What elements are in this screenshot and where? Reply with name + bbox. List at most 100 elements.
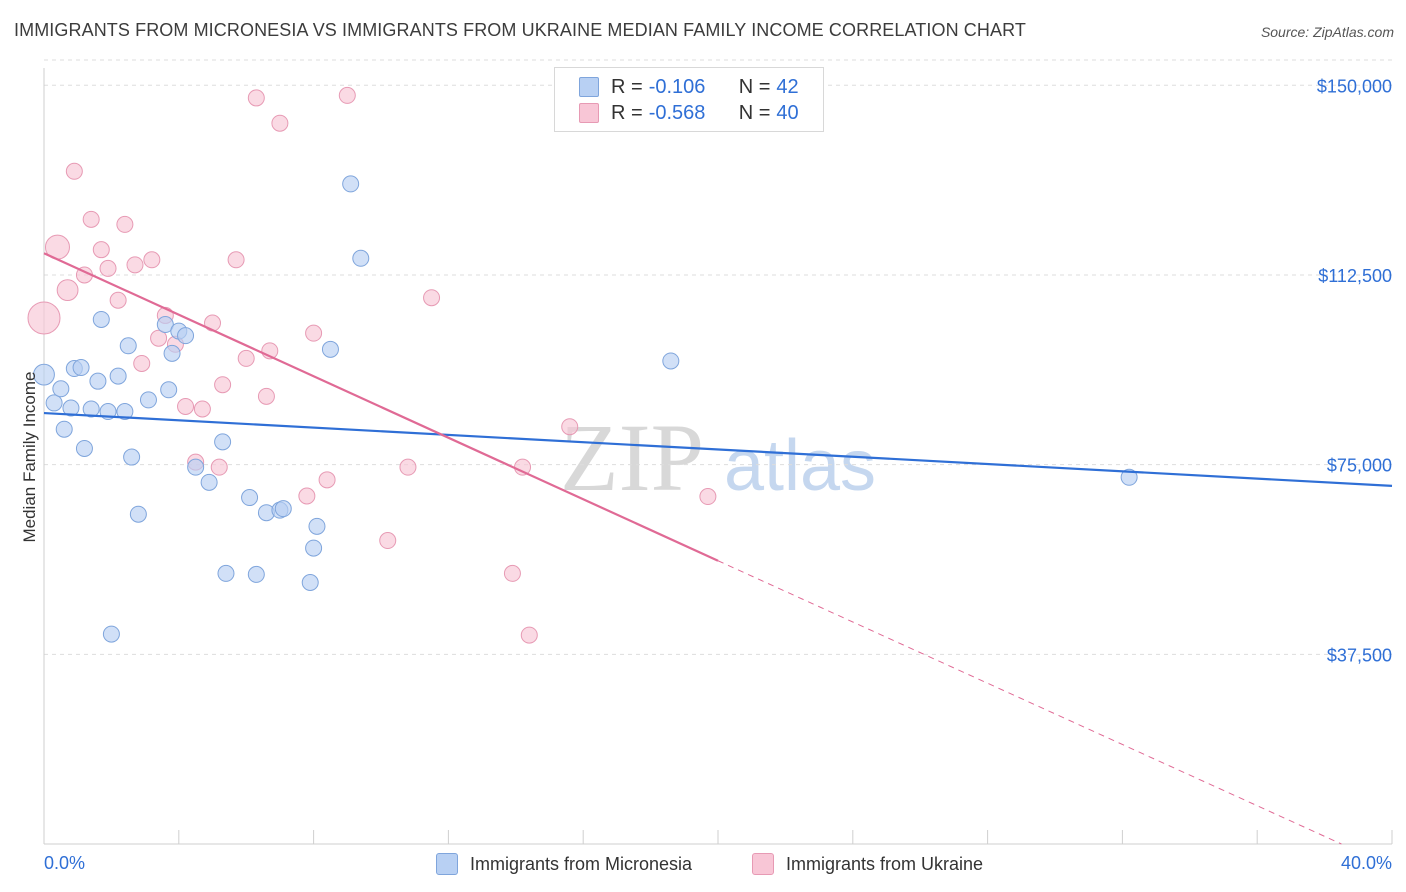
- micronesia-point: [301, 573, 319, 591]
- micronesia-point: [123, 448, 141, 466]
- ukraine-point: [56, 279, 79, 302]
- ukraine-point: [227, 251, 245, 269]
- micronesia-point: [62, 399, 80, 417]
- micronesia-point: [119, 337, 137, 355]
- micronesia-points: [33, 175, 1138, 643]
- micronesia-point: [274, 500, 292, 518]
- micronesia-point: [116, 403, 134, 421]
- micronesia-point: [92, 310, 110, 328]
- ukraine-legend-swatch: [752, 853, 774, 875]
- micronesia-point: [352, 249, 370, 267]
- legend-n-value-ukraine: 40: [776, 101, 799, 124]
- ukraine-point: [126, 256, 144, 274]
- y-tick-label: $37,500: [1327, 645, 1392, 665]
- watermark-atlas: atlas: [724, 426, 876, 506]
- legend-r-value-ukraine: -0.568: [648, 101, 706, 124]
- ukraine-point: [193, 400, 211, 418]
- ukraine-point: [177, 397, 195, 415]
- ukraine-point: [116, 215, 134, 233]
- ukraine-point: [210, 458, 228, 476]
- correlation-legend: R = -0.106 N = 42 R = -0.568 N = 40: [554, 67, 824, 132]
- ukraine-point: [561, 418, 579, 436]
- micronesia-point: [247, 565, 265, 583]
- micronesia-trend-line: [43, 411, 1393, 487]
- ukraine-point: [271, 114, 289, 132]
- micronesia-point: [160, 381, 178, 399]
- legend-n-value-micronesia: 42: [776, 75, 799, 98]
- micronesia-point: [89, 372, 107, 390]
- micronesia-point: [45, 394, 63, 412]
- micronesia-point: [662, 352, 680, 370]
- series-name-micronesia: Immigrants from Micronesia: [470, 853, 693, 874]
- source-label: Source: ZipAtlas.com: [1260, 24, 1394, 40]
- micronesia-point: [156, 316, 174, 334]
- ukraine-point: [133, 354, 151, 372]
- legend-row-ukraine: R = -0.568 N = 40: [579, 101, 799, 125]
- y-tick-label: $112,500: [1318, 266, 1392, 286]
- micronesia-point: [187, 458, 205, 476]
- ukraine-point: [150, 329, 168, 347]
- ukraine-point: [257, 387, 275, 405]
- micronesia-point: [109, 367, 127, 385]
- ukraine-point: [514, 458, 532, 476]
- micronesia-point: [305, 539, 323, 557]
- micronesia-point: [200, 473, 218, 491]
- micronesia-point: [129, 505, 147, 523]
- micronesia-point: [33, 363, 55, 386]
- axes: [43, 68, 1393, 845]
- micronesia-point: [177, 327, 195, 345]
- micronesia-point: [52, 380, 70, 398]
- ukraine-point: [109, 291, 127, 309]
- ukraine-point: [298, 487, 316, 505]
- legend-r-label: R =: [611, 101, 643, 124]
- ukraine-point: [247, 89, 265, 107]
- micronesia-legend-swatch: [436, 853, 458, 875]
- series-legend-ukraine: Immigrants from Ukraine: [752, 852, 983, 876]
- ukraine-point: [699, 488, 717, 506]
- ukraine-point: [27, 301, 61, 335]
- series-legend-micronesia: Immigrants from Micronesia: [436, 852, 692, 876]
- micronesia-point: [217, 564, 235, 582]
- micronesia-point: [75, 439, 93, 457]
- micronesia-point: [72, 359, 90, 377]
- chart-title: IMMIGRANTS FROM MICRONESIA VS IMMIGRANTS…: [14, 20, 1026, 40]
- micronesia-point: [308, 517, 326, 535]
- micronesia-point: [342, 175, 360, 193]
- legend-r-value-micronesia: -0.106: [648, 75, 706, 98]
- gridlines: [44, 59, 1392, 655]
- ukraine-point: [399, 458, 417, 476]
- ukraine-point: [520, 626, 538, 644]
- y-tick-label: $150,000: [1317, 76, 1392, 96]
- ukraine-point: [503, 564, 521, 582]
- micronesia-point: [321, 340, 339, 358]
- ukraine-point: [318, 471, 336, 489]
- ukraine-point: [237, 349, 255, 367]
- micronesia-point: [1120, 468, 1138, 486]
- ukraine-point: [82, 210, 100, 228]
- ukraine-point: [305, 324, 323, 342]
- y-axis-title: Median Family Income: [20, 371, 39, 543]
- series-name-ukraine: Immigrants from Ukraine: [786, 853, 984, 874]
- ukraine-point: [214, 376, 232, 394]
- y-tick-label: $75,000: [1327, 456, 1392, 476]
- ukraine-point: [65, 162, 83, 180]
- x-tick-label-min: 0.0%: [44, 853, 85, 873]
- ukraine-point: [338, 86, 356, 104]
- ukraine-points: [27, 86, 717, 644]
- trend-lines: [43, 252, 1393, 845]
- micronesia-point: [163, 344, 181, 362]
- ukraine-point: [423, 289, 441, 307]
- legend-n-label: N =: [738, 75, 771, 98]
- micronesia-point: [82, 400, 100, 418]
- micronesia-point: [139, 391, 157, 409]
- ukraine-point: [99, 259, 117, 277]
- ukraine-swatch: [579, 103, 599, 123]
- legend-r-label: R =: [611, 75, 643, 98]
- ukraine-point: [143, 251, 161, 269]
- ukraine-point: [92, 241, 110, 259]
- micronesia-swatch: [579, 77, 599, 97]
- micronesia-point: [55, 420, 73, 438]
- ukraine-trend-line: [43, 252, 719, 562]
- ukraine-point: [379, 532, 397, 550]
